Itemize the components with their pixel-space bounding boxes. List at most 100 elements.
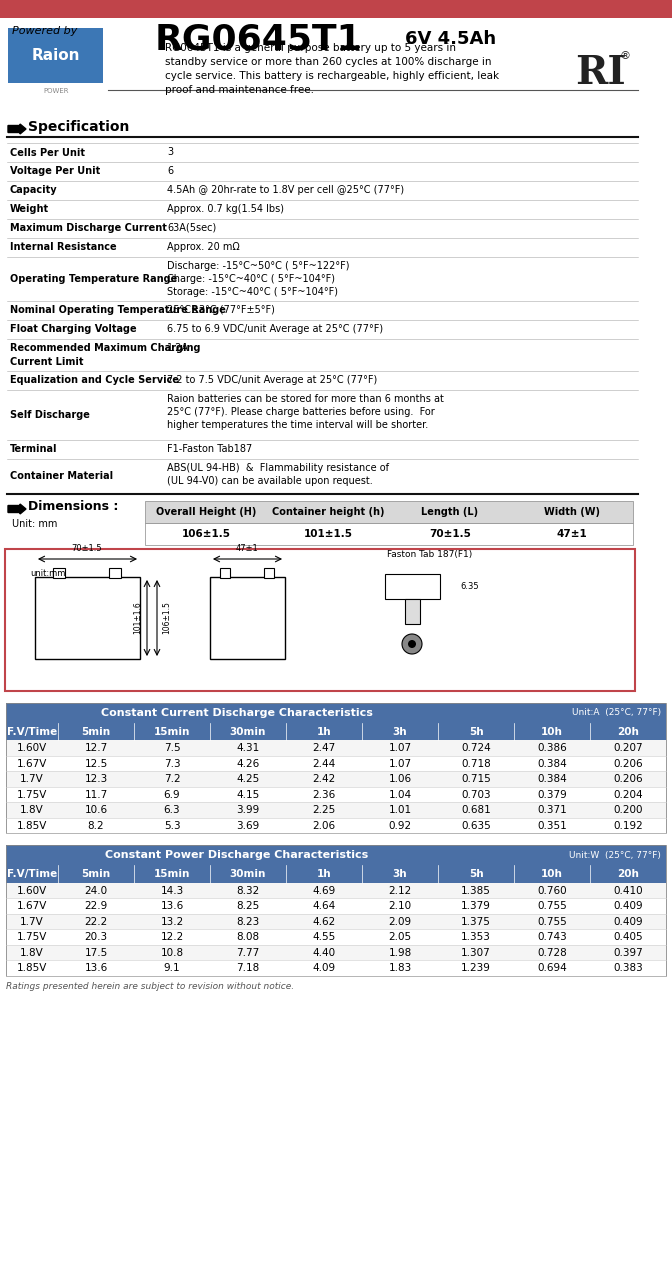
Text: 1.83: 1.83 [388,964,412,973]
Text: 25°C±3°C (77°F±5°F): 25°C±3°C (77°F±5°F) [167,305,275,315]
Text: 4.15: 4.15 [237,790,259,800]
Bar [6,803,666,818]
Bar [35,577,140,659]
Text: 0.206: 0.206 [613,774,643,785]
Text: 4.09: 4.09 [312,964,335,973]
Text: 1.353: 1.353 [461,932,491,942]
Text: 13.2: 13.2 [161,916,183,927]
Text: 1.8V: 1.8V [20,805,44,815]
Text: Faston Tab 187(F1): Faston Tab 187(F1) [387,550,472,559]
Text: 1.75V: 1.75V [17,790,47,800]
Text: 1.85V: 1.85V [17,964,47,973]
Text: 2.47: 2.47 [312,744,335,753]
Text: 8.25: 8.25 [237,901,259,911]
Bar [6,818,666,833]
Text: Float Charging Voltage: Float Charging Voltage [10,325,136,334]
Text: Ratings presented herein are subject to revision without notice.: Ratings presented herein are subject to … [6,982,294,991]
Text: Unit:W  (25°C, 77°F): Unit:W (25°C, 77°F) [569,851,661,860]
Text: 1.7V: 1.7V [20,916,44,927]
Text: 1.98: 1.98 [388,947,412,957]
Text: 3h: 3h [392,869,407,879]
Text: 20h: 20h [617,727,639,737]
Text: 1.385: 1.385 [461,886,491,896]
Text: Self Discharge: Self Discharge [10,410,90,420]
Text: 106±1.5: 106±1.5 [162,602,171,635]
Text: 0.409: 0.409 [613,916,643,927]
Text: 2.09: 2.09 [388,916,411,927]
Text: 1.60V: 1.60V [17,744,47,753]
Text: 2.25: 2.25 [312,805,335,815]
Text: 0.386: 0.386 [537,744,567,753]
Text: 0.694: 0.694 [537,964,567,973]
Text: Weight: Weight [10,205,49,215]
Text: 6.75 to 6.9 VDC/unit Average at 25°C (77°F): 6.75 to 6.9 VDC/unit Average at 25°C (77… [167,324,383,334]
Text: Approx. 0.7 kg(1.54 lbs): Approx. 0.7 kg(1.54 lbs) [167,204,284,214]
Text: Width (W): Width (W) [544,507,600,517]
Text: 1.60V: 1.60V [17,886,47,896]
Text: 1h: 1h [317,869,331,879]
FancyArrow shape [8,504,26,515]
Text: Raion batteries can be stored for more than 6 months at
25°C (77°F). Please char: Raion batteries can be stored for more t… [167,394,444,430]
Text: 47±1: 47±1 [236,544,259,553]
Text: 15min: 15min [154,869,190,879]
Bar [6,703,666,833]
Text: Internal Resistance: Internal Resistance [10,242,117,252]
Text: 1.239: 1.239 [461,964,491,973]
Text: Dimensions :: Dimensions : [28,500,118,513]
Text: 12.5: 12.5 [85,759,108,769]
Text: 0.351: 0.351 [537,820,567,831]
Bar [6,914,666,929]
Text: 106±1.5: 106±1.5 [181,529,230,539]
Text: 24.0: 24.0 [85,886,108,896]
Text: 2.05: 2.05 [388,932,411,942]
Text: Capacity: Capacity [10,186,58,196]
Text: 7.5: 7.5 [164,744,180,753]
Text: 9.1: 9.1 [164,964,180,973]
Text: 7.3: 7.3 [164,759,180,769]
Bar [53,568,65,579]
Text: 0.397: 0.397 [613,947,643,957]
Text: 1.2A: 1.2A [167,343,189,353]
Text: 1.307: 1.307 [461,947,491,957]
Text: 1.379: 1.379 [461,901,491,911]
Text: Voltage Per Unit: Voltage Per Unit [10,166,100,177]
Text: 12.3: 12.3 [85,774,108,785]
Text: 7.2: 7.2 [164,774,180,785]
Text: 0.379: 0.379 [537,790,567,800]
Text: 3h: 3h [392,727,407,737]
Text: 4.31: 4.31 [237,744,259,753]
Text: 4.64: 4.64 [312,901,335,911]
Text: 0.206: 0.206 [613,759,643,769]
Text: 13.6: 13.6 [161,901,183,911]
Text: 3.69: 3.69 [237,820,259,831]
Bar [6,723,666,741]
Text: 22.9: 22.9 [85,901,108,911]
Text: 1.01: 1.01 [388,805,411,815]
Text: 6.9: 6.9 [164,790,180,800]
Text: 3.99: 3.99 [237,805,259,815]
Bar [210,577,285,659]
Text: 0.728: 0.728 [537,947,567,957]
Text: Recommended Maximum Charging
Current Limit: Recommended Maximum Charging Current Lim… [10,343,200,366]
Bar [6,945,666,960]
Text: 4.55: 4.55 [312,932,335,942]
Text: 6V 4.5Ah: 6V 4.5Ah [405,29,496,47]
Bar [405,599,420,623]
Text: 8.2: 8.2 [87,820,104,831]
Text: 1.04: 1.04 [388,790,411,800]
Text: 10h: 10h [541,869,563,879]
Text: Operating Temperature Range: Operating Temperature Range [10,274,177,284]
Text: 63A(5sec): 63A(5sec) [167,223,216,233]
Text: Maximum Discharge Current: Maximum Discharge Current [10,224,167,233]
Text: 13.6: 13.6 [85,964,108,973]
Text: 4.62: 4.62 [312,916,335,927]
Text: RG0645T1: RG0645T1 [155,23,363,58]
Text: 0.718: 0.718 [461,759,491,769]
Bar [6,929,666,945]
Text: 4.69: 4.69 [312,886,335,896]
Text: 0.410: 0.410 [613,886,643,896]
Bar [8,28,103,83]
Text: 1.67V: 1.67V [17,901,47,911]
Text: 1.07: 1.07 [388,759,411,769]
Text: Container Material: Container Material [10,471,113,481]
